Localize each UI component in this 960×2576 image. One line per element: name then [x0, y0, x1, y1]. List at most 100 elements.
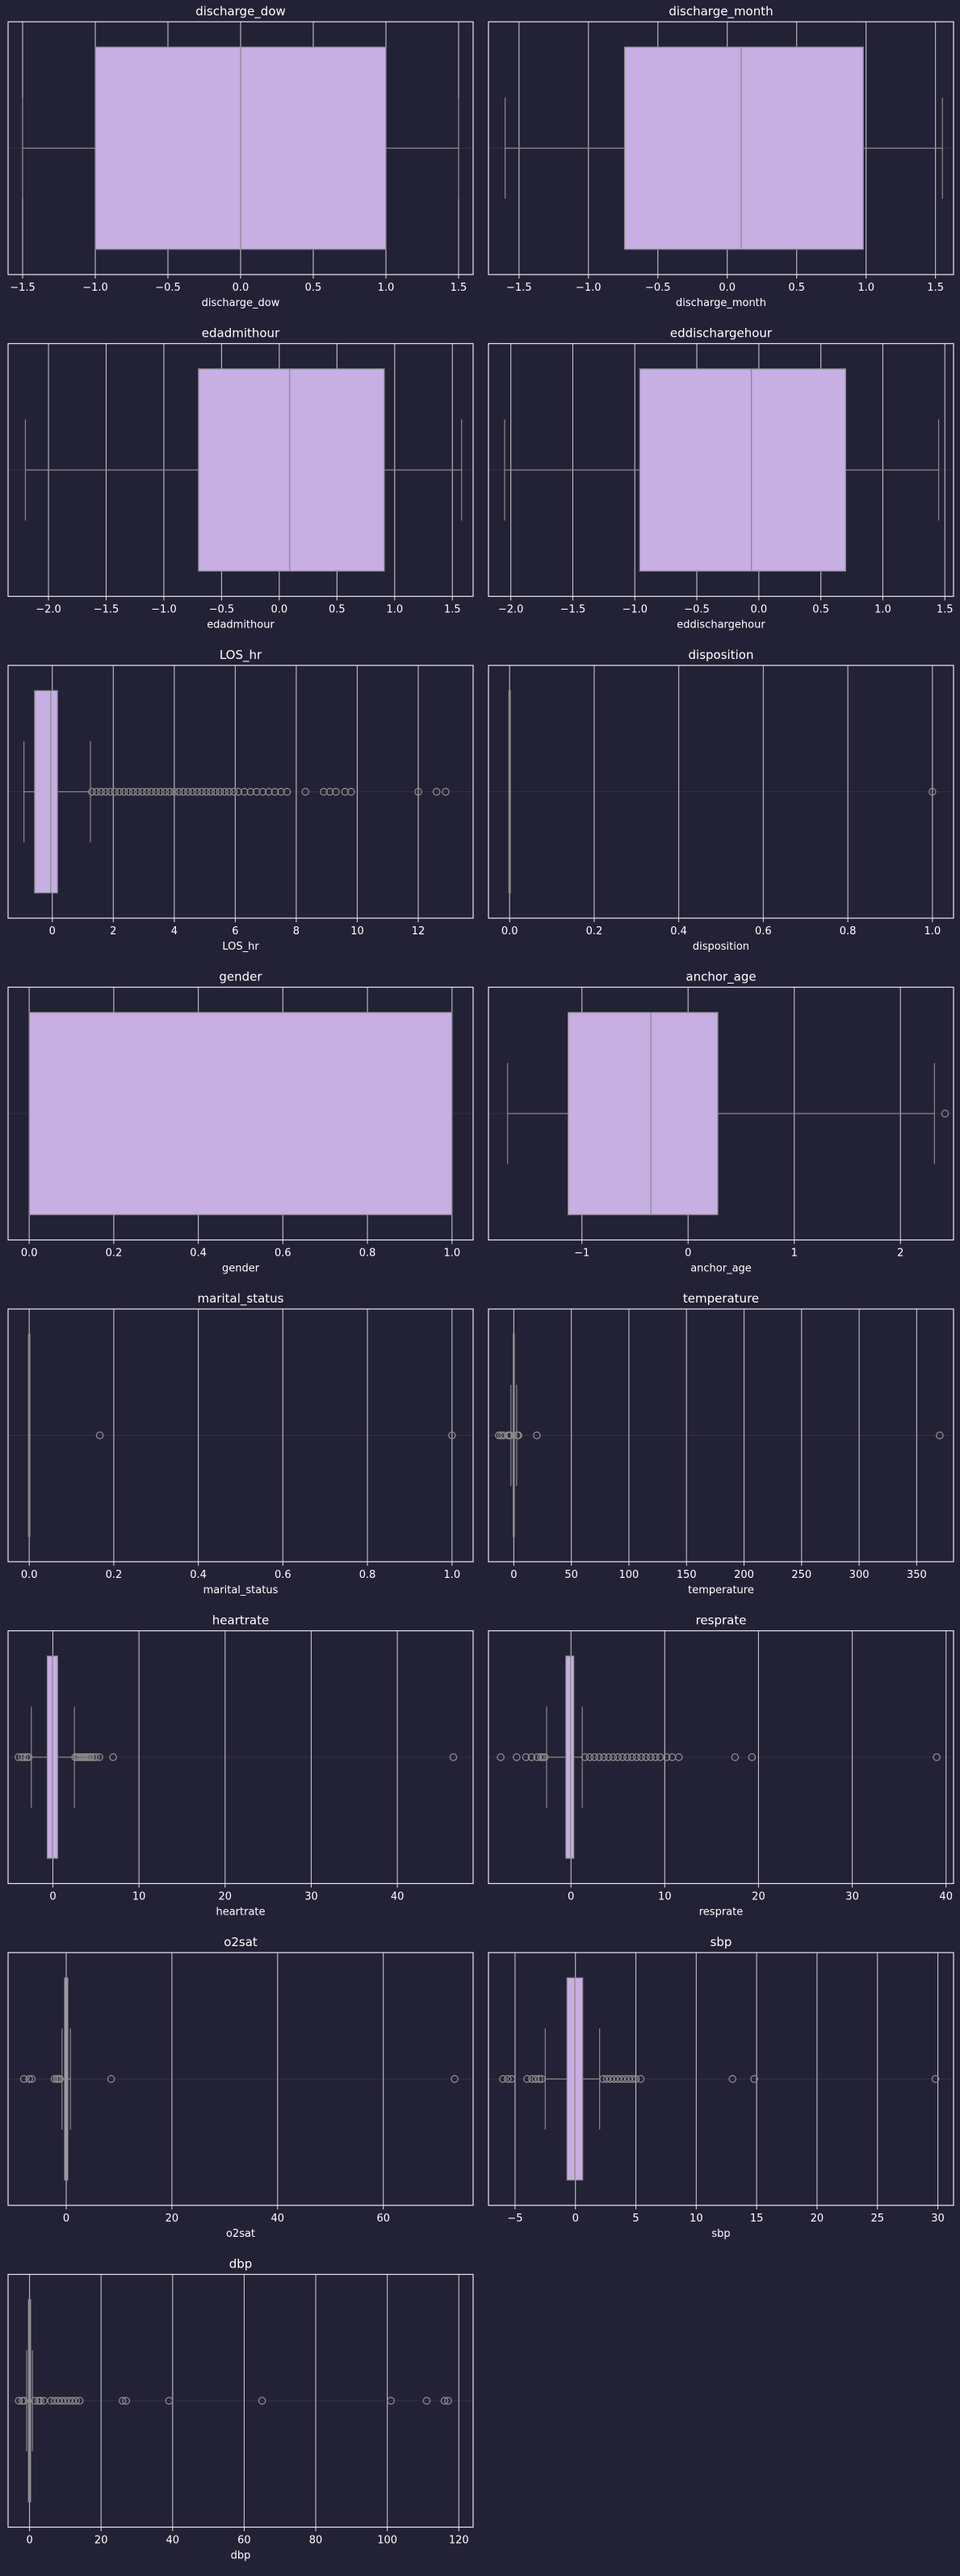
- axes-frame: [488, 1630, 954, 1885]
- outlier-point: [56, 2075, 64, 2083]
- chart-title: resprate: [696, 1613, 747, 1628]
- outlier-point: [207, 787, 216, 796]
- outlier-point: [442, 787, 450, 796]
- chart-title: edadmithour: [202, 326, 280, 341]
- outlier-point: [631, 2075, 640, 2083]
- outlier-point: [627, 1753, 636, 1761]
- tick-label: 150: [677, 1569, 697, 1581]
- outlier-point: [19, 2075, 28, 2083]
- outlier-point: [537, 2075, 546, 2083]
- tick-label: 0: [49, 1891, 56, 1903]
- chart-title: sbp: [711, 1935, 732, 1949]
- outlier-point: [15, 2397, 23, 2405]
- tick-label: 100: [619, 1569, 639, 1581]
- tick-label: 20: [94, 2535, 108, 2547]
- tick-label: 4: [171, 925, 178, 938]
- x-axis-label: discharge_month: [676, 297, 766, 309]
- outlier-point: [731, 1753, 740, 1761]
- chart-title: discharge_dow: [195, 4, 286, 19]
- axes-frame: [7, 1952, 474, 2206]
- tick-label: 0.0: [21, 1248, 38, 1260]
- outlier-point: [642, 1753, 650, 1761]
- outlier-point: [414, 787, 422, 796]
- outlier-point: [320, 787, 328, 796]
- tick-label: 15: [750, 2213, 764, 2225]
- tick-label: −0.5: [684, 604, 710, 616]
- axes-frame: [7, 342, 474, 598]
- outlier-point: [662, 1753, 671, 1761]
- outlier-point: [107, 2075, 115, 2083]
- tick-label: −2.0: [36, 604, 61, 616]
- tick-label: 0.0: [719, 282, 736, 294]
- outlier-point: [234, 787, 243, 796]
- outlier-point: [497, 1753, 505, 1761]
- tick-label: 20: [752, 1891, 765, 1903]
- outlier-point: [106, 787, 115, 796]
- axes-frame: [488, 665, 954, 919]
- tick-label: 12: [412, 925, 426, 938]
- tick-label: 0.4: [670, 925, 687, 938]
- outlier-point: [522, 1753, 530, 1761]
- outlier-point: [301, 787, 310, 796]
- outlier-point: [119, 787, 128, 796]
- outlier-point: [118, 2397, 127, 2405]
- chart-title: gender: [219, 970, 262, 984]
- x-axis-label: o2sat: [226, 2228, 255, 2240]
- outlier-point: [527, 1753, 536, 1761]
- chart-title: anchor_age: [685, 970, 756, 985]
- outlier-point: [933, 1753, 941, 1761]
- tick-label: 1.0: [443, 1569, 460, 1581]
- outlier-point: [20, 2397, 28, 2405]
- tick-label: −1.0: [576, 282, 602, 294]
- outlier-point: [595, 1753, 603, 1761]
- outlier-point: [183, 787, 192, 796]
- tick-label: 0.2: [106, 1248, 123, 1260]
- outlier-point: [24, 1753, 33, 1761]
- box-iqr: [639, 368, 846, 572]
- tick-label: 2: [110, 925, 116, 938]
- tick-label: 250: [791, 1569, 811, 1581]
- tick-label: −1.0: [82, 282, 108, 294]
- outlier-point: [609, 1753, 618, 1761]
- outlier-point: [75, 2397, 84, 2405]
- outlier-point: [531, 2075, 540, 2083]
- tick-label: 1.0: [874, 604, 891, 616]
- outlier-point: [422, 2397, 431, 2405]
- outlier-point: [124, 787, 133, 796]
- outlier-point: [246, 787, 255, 796]
- panel-anchor_age: anchor_age −1 0 1 2 anchor_age: [488, 970, 954, 1275]
- tick-label: 0.8: [840, 925, 857, 938]
- outlier-point: [115, 787, 124, 796]
- chart-title: discharge_month: [669, 4, 773, 19]
- tick-label: 10: [658, 1891, 672, 1903]
- outlier-point: [111, 787, 119, 796]
- tick-label: 0.8: [359, 1569, 376, 1581]
- axes-frame: [488, 1308, 954, 1563]
- outlier-point: [31, 2397, 40, 2405]
- axes-frame: [488, 342, 954, 598]
- tick-label: 5: [632, 2213, 639, 2225]
- outlier-point: [499, 2075, 507, 2083]
- outlier-point: [265, 787, 273, 796]
- tick-label: 0.4: [190, 1569, 207, 1581]
- outlier-point: [92, 787, 101, 796]
- outlier-point: [533, 1431, 541, 1440]
- outlier-point: [216, 787, 224, 796]
- outlier-point: [138, 787, 147, 796]
- outlier-point: [440, 2397, 449, 2405]
- outlier-point: [122, 2397, 131, 2405]
- axes-frame: [7, 986, 474, 1241]
- outlier-point: [197, 787, 206, 796]
- outlier-point: [50, 2075, 59, 2083]
- tick-label: 1.5: [451, 282, 467, 294]
- x-axis-label: dbp: [231, 2550, 251, 2562]
- outlier-point: [750, 2075, 758, 2083]
- x-axis-label: LOS_hr: [222, 941, 259, 953]
- outlier-point: [614, 1753, 623, 1761]
- outlier-point: [533, 1753, 542, 1761]
- box-iqr: [198, 368, 385, 572]
- outlier-point: [728, 2075, 737, 2083]
- outlier-point: [229, 787, 238, 796]
- tick-label: 1.5: [927, 282, 944, 294]
- outlier-point: [599, 1753, 608, 1761]
